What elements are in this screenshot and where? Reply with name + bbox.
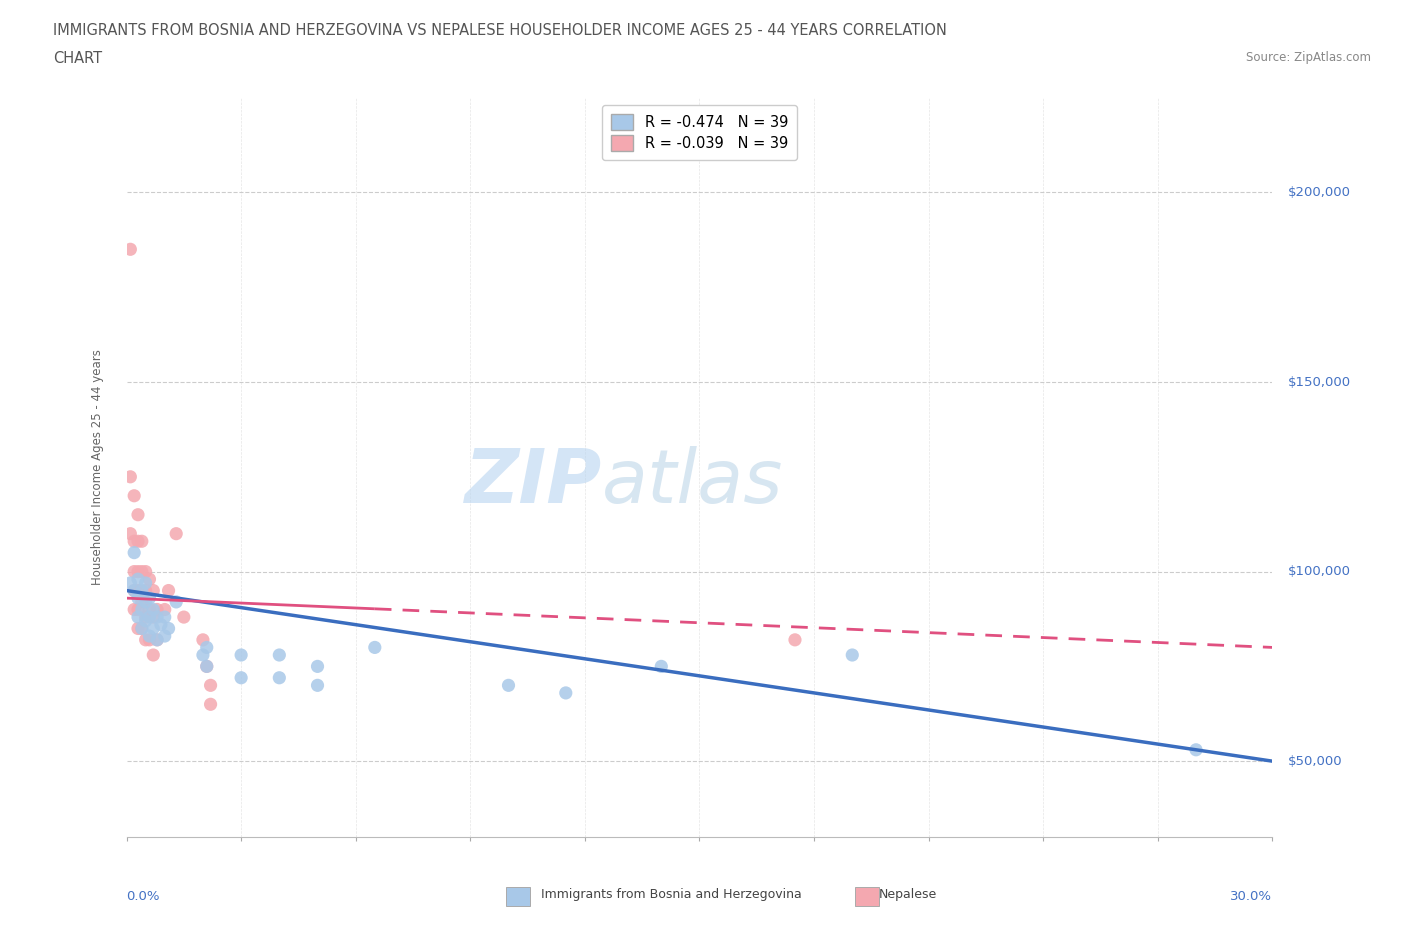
Point bbox=[135, 632, 157, 647]
Point bbox=[231, 647, 253, 662]
Point bbox=[554, 685, 576, 700]
Point bbox=[131, 565, 153, 579]
Point bbox=[138, 610, 160, 625]
Point bbox=[650, 659, 672, 674]
Text: $200,000: $200,000 bbox=[1288, 186, 1351, 199]
Text: 0.0%: 0.0% bbox=[127, 890, 160, 903]
Point bbox=[364, 640, 387, 655]
Point bbox=[135, 594, 157, 609]
Point bbox=[135, 565, 157, 579]
Point bbox=[122, 583, 145, 598]
Point bbox=[138, 632, 160, 647]
Point bbox=[131, 621, 153, 636]
Point bbox=[122, 602, 145, 617]
Point bbox=[138, 602, 160, 617]
Point bbox=[135, 576, 157, 591]
Point bbox=[307, 659, 329, 674]
Legend: R = -0.474   N = 39, R = -0.039   N = 39: R = -0.474 N = 39, R = -0.039 N = 39 bbox=[602, 105, 797, 160]
Text: $150,000: $150,000 bbox=[1288, 376, 1351, 389]
Point bbox=[157, 583, 180, 598]
Point bbox=[138, 591, 160, 605]
Point bbox=[841, 647, 863, 662]
Point bbox=[135, 610, 157, 625]
Text: Immigrants from Bosnia and Herzegovina: Immigrants from Bosnia and Herzegovina bbox=[541, 888, 801, 901]
Text: Source: ZipAtlas.com: Source: ZipAtlas.com bbox=[1246, 51, 1371, 64]
Point bbox=[173, 610, 195, 625]
Point bbox=[127, 565, 149, 579]
Text: Nepalese: Nepalese bbox=[879, 888, 936, 901]
Point bbox=[120, 526, 142, 541]
Point bbox=[120, 576, 142, 591]
Point bbox=[122, 565, 145, 579]
Point bbox=[127, 583, 149, 598]
Point bbox=[138, 572, 160, 587]
Point bbox=[142, 647, 165, 662]
Point bbox=[122, 545, 145, 560]
Point bbox=[195, 659, 218, 674]
Point bbox=[307, 678, 329, 693]
Point bbox=[153, 629, 176, 644]
Point bbox=[120, 470, 142, 485]
Point bbox=[191, 647, 214, 662]
Point bbox=[142, 602, 165, 617]
Point bbox=[498, 678, 520, 693]
Point bbox=[131, 534, 153, 549]
Point bbox=[200, 678, 222, 693]
Point bbox=[120, 242, 142, 257]
Text: $50,000: $50,000 bbox=[1288, 754, 1343, 767]
Point bbox=[269, 671, 291, 685]
Point bbox=[122, 488, 145, 503]
Point bbox=[135, 583, 157, 598]
Point bbox=[1185, 742, 1208, 757]
Point bbox=[191, 632, 214, 647]
Point bbox=[269, 647, 291, 662]
Point bbox=[127, 534, 149, 549]
Point bbox=[783, 632, 806, 647]
Point bbox=[146, 632, 169, 647]
Point bbox=[200, 697, 222, 711]
Point bbox=[127, 572, 149, 587]
Point bbox=[127, 621, 149, 636]
Point bbox=[131, 621, 153, 636]
Point bbox=[142, 610, 165, 625]
Text: ZIP: ZIP bbox=[465, 445, 602, 519]
Point bbox=[146, 610, 169, 625]
Point bbox=[127, 507, 149, 522]
Point bbox=[146, 602, 169, 617]
Point bbox=[231, 671, 253, 685]
Point bbox=[131, 583, 153, 598]
Point bbox=[138, 629, 160, 644]
Point bbox=[153, 610, 176, 625]
Text: Householder Income Ages 25 - 44 years: Householder Income Ages 25 - 44 years bbox=[91, 350, 104, 585]
Text: atlas: atlas bbox=[602, 446, 783, 518]
Point bbox=[122, 583, 145, 598]
Point bbox=[165, 526, 187, 541]
Text: IMMIGRANTS FROM BOSNIA AND HERZEGOVINA VS NEPALESE HOUSEHOLDER INCOME AGES 25 - : IMMIGRANTS FROM BOSNIA AND HERZEGOVINA V… bbox=[53, 23, 948, 38]
Point bbox=[142, 621, 165, 636]
Text: $100,000: $100,000 bbox=[1288, 565, 1351, 578]
Text: 30.0%: 30.0% bbox=[1230, 890, 1272, 903]
Point bbox=[146, 632, 169, 647]
Point bbox=[195, 640, 218, 655]
Point bbox=[165, 594, 187, 609]
Point bbox=[122, 534, 145, 549]
Point bbox=[153, 602, 176, 617]
Point bbox=[135, 614, 157, 629]
Point bbox=[149, 618, 172, 632]
Text: CHART: CHART bbox=[53, 51, 103, 66]
Point bbox=[131, 602, 153, 617]
Point bbox=[127, 591, 149, 605]
Point bbox=[127, 610, 149, 625]
Point bbox=[157, 621, 180, 636]
Point bbox=[127, 602, 149, 617]
Point bbox=[195, 659, 218, 674]
Point bbox=[142, 583, 165, 598]
Point bbox=[131, 594, 153, 609]
